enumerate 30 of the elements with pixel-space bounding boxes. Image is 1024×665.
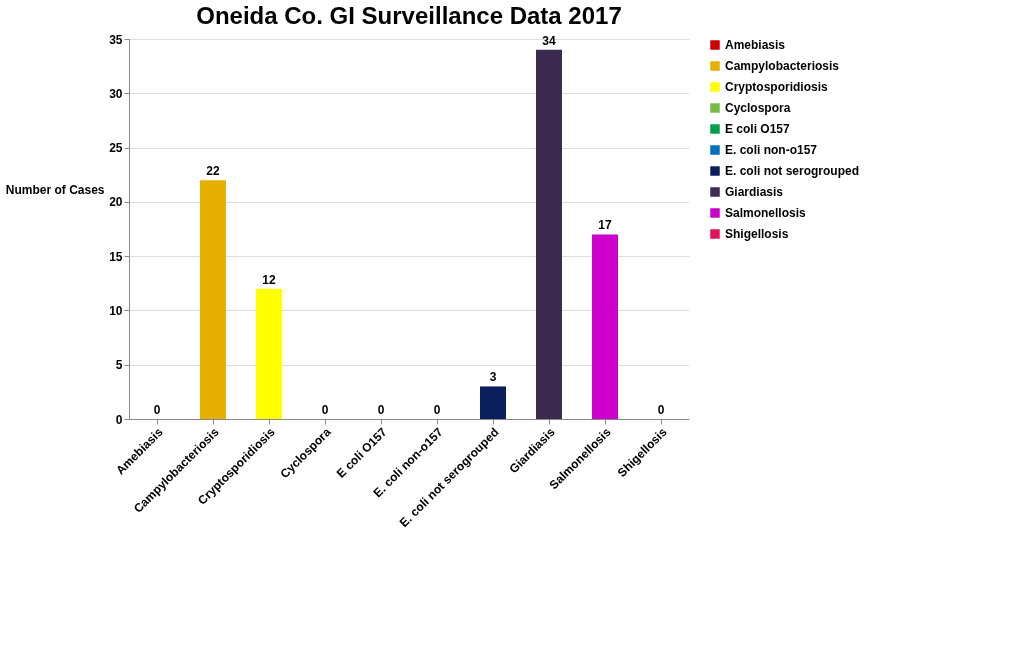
legend-label: Giardiasis (725, 185, 784, 199)
y-tick-label: 30 (109, 86, 123, 101)
data-label: 0 (657, 403, 665, 417)
legend-label: E. coli non-o157 (725, 143, 818, 157)
data-label: 34 (542, 33, 556, 48)
data-label: 22 (206, 164, 220, 179)
data-label: 3 (489, 370, 497, 385)
legend-label: Campylobacteriosis (725, 59, 840, 73)
y-tick-label: 10 (109, 303, 123, 318)
data-label: 0 (153, 403, 161, 417)
data-label: 0 (377, 403, 385, 417)
y-tick-label: 35 (109, 32, 123, 47)
y-axis-title: Number of Cases (5, 182, 105, 197)
y-tick-label: 20 (109, 195, 123, 210)
y-tick-label: 15 (109, 249, 123, 264)
legend-label: Cyclospora (725, 101, 791, 115)
y-tick-label: 25 (109, 141, 123, 156)
legend-label: E coli O157 (725, 122, 791, 136)
chart-title: Oneida Co. GI Surveillance Data 2017 (196, 2, 622, 29)
data-label: 0 (321, 403, 329, 417)
data-label: 17 (598, 218, 612, 233)
data-label: 12 (262, 272, 276, 287)
y-tick-label: 5 (115, 358, 123, 373)
y-tick-label: 0 (115, 412, 123, 427)
legend-label: Cryptosporidiosis (725, 80, 829, 94)
data-label: 0 (433, 403, 441, 417)
legend-label: E. coli not serogrouped (725, 164, 860, 178)
legend-label: Shigellosis (725, 227, 789, 241)
legend-label: Amebiasis (725, 38, 786, 52)
legend-label: Salmonellosis (725, 206, 807, 220)
